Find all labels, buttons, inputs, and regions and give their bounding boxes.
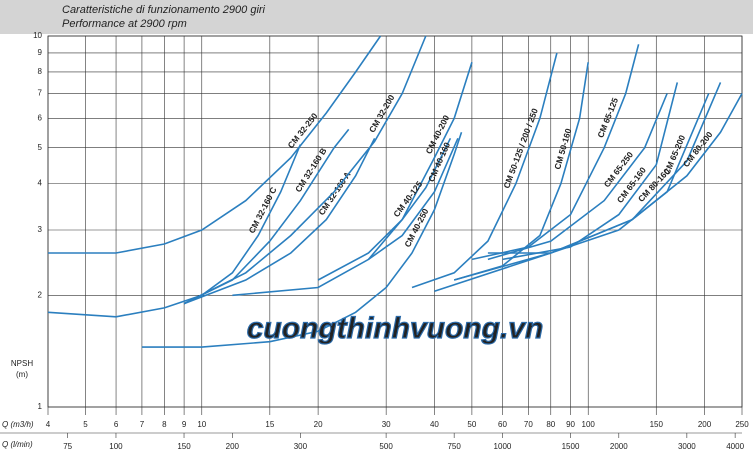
x-tick-label: 6	[114, 420, 119, 429]
x-tick-label: 150	[650, 420, 664, 429]
y-tick-label: 4	[38, 179, 43, 188]
x-axis-label: Q (m3/h)	[2, 420, 34, 429]
y-tick-label: 9	[38, 48, 43, 57]
npsh-curve	[141, 132, 463, 348]
npsh-curve	[183, 137, 376, 305]
npsh-curve	[368, 137, 459, 261]
x2-tick-label: 100	[109, 442, 123, 451]
curve-label: CM 32-160 B	[293, 146, 329, 194]
npsh-curve	[471, 44, 640, 261]
y-tick-label: 10	[33, 31, 42, 40]
x2-tick-label: 1500	[562, 442, 580, 451]
x-tick-label: 200	[698, 420, 712, 429]
y-tick-label: 2	[38, 290, 43, 299]
x-tick-label: 50	[467, 420, 476, 429]
y-axis-label: NPSH	[11, 359, 33, 368]
header-line: Caratteristiche di funzionamento 2900 gi…	[62, 4, 266, 16]
x2-tick-label: 300	[294, 442, 308, 451]
x2-tick-label: 750	[447, 442, 461, 451]
x-tick-label: 40	[430, 420, 439, 429]
x2-tick-label: 150	[177, 442, 191, 451]
x-tick-label: 60	[498, 420, 507, 429]
x-tick-label: 100	[582, 420, 596, 429]
curve-label: CM 50-125 / 200 / 250	[501, 107, 540, 190]
x2-axis-label: Q (l/min)	[2, 440, 33, 449]
header-line: Performance at 2900 rpm	[62, 18, 187, 30]
y-tick-label: 1	[38, 402, 43, 411]
y-tick-label: 7	[38, 89, 43, 98]
header-band	[0, 0, 753, 34]
x-tick-label: 30	[382, 420, 391, 429]
y-tick-label: 6	[38, 113, 43, 122]
x-tick-label: 4	[46, 420, 51, 429]
x-tick-label: 90	[566, 420, 575, 429]
npsh-curve	[434, 93, 743, 293]
plot-frame	[47, 35, 743, 408]
npsh-curve	[47, 144, 302, 318]
npsh-curve	[411, 52, 558, 289]
x-tick-label: 7	[140, 420, 145, 429]
x2-tick-label: 4000	[726, 442, 744, 451]
x-tick-label: 80	[546, 420, 555, 429]
x2-tick-label: 500	[379, 442, 393, 451]
npsh-curve	[317, 137, 452, 281]
x2-tick-label: 75	[63, 442, 72, 451]
x2-tick-label: 3000	[678, 442, 696, 451]
y-tick-label: 3	[38, 225, 43, 234]
x-tick-label: 250	[735, 420, 749, 429]
y-axis-label: (m)	[16, 370, 28, 379]
x-tick-label: 10	[197, 420, 206, 429]
npsh-curve	[183, 35, 427, 305]
y-tick-label: 5	[38, 143, 43, 152]
x-tick-label: 15	[265, 420, 274, 429]
x2-tick-label: 2000	[610, 442, 628, 451]
x2-tick-label: 1000	[494, 442, 512, 451]
x-tick-label: 8	[162, 420, 167, 429]
x-tick-label: 5	[83, 420, 88, 429]
x-tick-label: 9	[182, 420, 187, 429]
x2-tick-label: 200	[226, 442, 240, 451]
x-tick-label: 70	[524, 420, 533, 429]
npsh-curve	[502, 82, 679, 261]
x-tick-label: 20	[314, 420, 323, 429]
y-tick-label: 8	[38, 67, 43, 76]
watermark: cuongthinhvuong.vn	[247, 312, 544, 345]
npsh-curve	[487, 93, 668, 261]
curve-label: CM 32-250	[286, 111, 320, 150]
npsh-curve	[48, 35, 382, 254]
